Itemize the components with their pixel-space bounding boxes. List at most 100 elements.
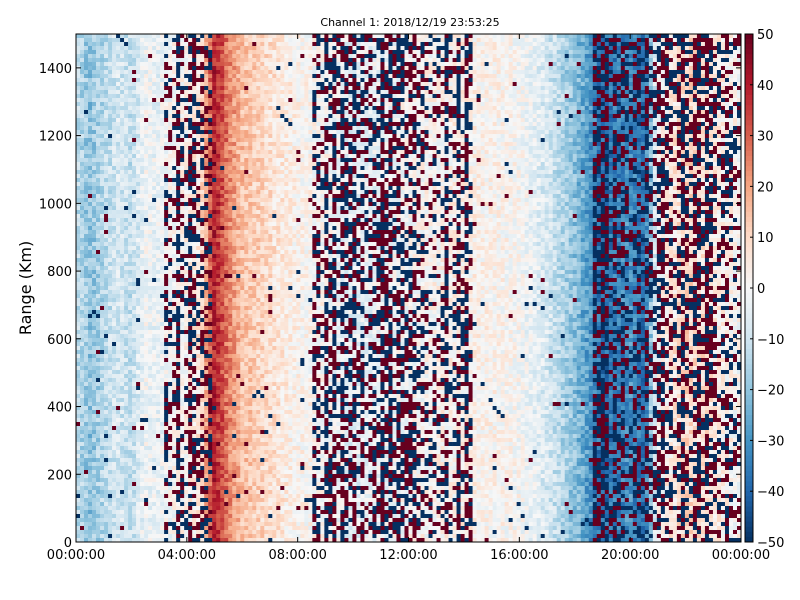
heatmap-cell <box>228 158 233 163</box>
heatmap-cell <box>220 194 225 199</box>
heatmap-cell <box>220 70 225 75</box>
heatmap-cell <box>112 438 117 443</box>
heatmap-cell <box>212 350 217 355</box>
heatmap-cell <box>84 222 89 227</box>
heatmap-cell <box>108 86 113 91</box>
heatmap-cell <box>176 506 181 511</box>
heatmap-cell <box>160 246 165 251</box>
heatmap-cell <box>152 478 157 483</box>
heatmap-cell <box>180 422 185 427</box>
heatmap-cell <box>108 94 113 99</box>
heatmap-cell <box>96 442 101 447</box>
heatmap-cell <box>168 322 173 327</box>
heatmap-cell <box>188 322 193 327</box>
heatmap-cell <box>188 354 193 359</box>
heatmap-cell <box>164 66 169 71</box>
heatmap-cell <box>180 214 185 219</box>
heatmap-cell <box>140 362 145 367</box>
heatmap-cell <box>108 202 113 207</box>
heatmap-cell <box>76 210 81 215</box>
heatmap-cell <box>84 102 89 107</box>
heatmap-cell <box>132 166 137 171</box>
heatmap-cell <box>96 166 101 171</box>
heatmap-cell <box>96 178 101 183</box>
heatmap-cell <box>128 110 133 115</box>
heatmap-cell <box>216 374 221 379</box>
heatmap-cell <box>172 302 177 307</box>
heatmap-cell <box>188 130 193 135</box>
heatmap-cell <box>128 446 133 451</box>
heatmap-cell <box>124 38 129 43</box>
heatmap-cell <box>136 174 141 179</box>
heatmap-cell <box>120 46 125 51</box>
heatmap-cell <box>184 326 189 331</box>
heatmap-cell <box>156 466 161 471</box>
heatmap-cell <box>156 518 161 523</box>
heatmap-cell <box>140 430 145 435</box>
heatmap-cell <box>216 54 221 59</box>
heatmap-cell <box>192 66 197 71</box>
heatmap-cell <box>204 298 209 303</box>
heatmap-cell <box>212 454 217 459</box>
heatmap-cell <box>204 346 209 351</box>
heatmap-cell <box>212 146 217 151</box>
heatmap-cell <box>156 250 161 255</box>
heatmap-cell <box>88 458 93 463</box>
heatmap-cell <box>76 330 81 335</box>
heatmap-cell <box>96 402 101 407</box>
heatmap-cell <box>148 334 153 339</box>
heatmap-cell <box>168 130 173 135</box>
heatmap-cell <box>108 518 113 523</box>
heatmap-cell <box>156 38 161 43</box>
heatmap-cell <box>156 222 161 227</box>
heatmap-cell <box>156 474 161 479</box>
heatmap-cell <box>128 326 133 331</box>
heatmap-cell <box>192 154 197 159</box>
heatmap-cell <box>112 138 117 143</box>
heatmap-cell <box>76 58 81 63</box>
heatmap-cell <box>216 470 221 475</box>
heatmap-cell <box>208 358 213 363</box>
heatmap-cell <box>212 162 217 167</box>
heatmap-cell <box>176 526 181 531</box>
heatmap-cell <box>136 394 141 399</box>
heatmap-cell <box>188 66 193 71</box>
heatmap-cell <box>120 94 125 99</box>
heatmap-cell <box>216 290 221 295</box>
heatmap-cell <box>84 310 89 315</box>
heatmap-cell <box>136 314 141 319</box>
heatmap-cell <box>160 94 165 99</box>
heatmap-cell <box>76 202 81 207</box>
heatmap-cell <box>184 126 189 131</box>
heatmap-cell <box>168 122 173 127</box>
heatmap-cell <box>200 38 205 43</box>
heatmap-cell <box>84 470 89 475</box>
heatmap-cell <box>92 134 97 139</box>
heatmap-cell <box>164 46 169 51</box>
heatmap-cell <box>192 442 197 447</box>
heatmap-cell <box>172 130 177 135</box>
heatmap-cell <box>80 90 85 95</box>
heatmap-cell <box>104 130 109 135</box>
heatmap-cell <box>172 530 177 535</box>
heatmap-cell <box>188 306 193 311</box>
heatmap-cell <box>116 398 121 403</box>
heatmap-cell <box>196 410 201 415</box>
heatmap-cell <box>92 538 97 543</box>
heatmap-cell <box>92 334 97 339</box>
heatmap-cell <box>176 374 181 379</box>
heatmap-cell <box>184 454 189 459</box>
heatmap-cell <box>168 86 173 91</box>
heatmap-cell <box>84 406 89 411</box>
heatmap-cell <box>144 234 149 239</box>
heatmap-cell <box>100 110 105 115</box>
heatmap-cell <box>208 518 213 523</box>
heatmap-cell <box>148 398 153 403</box>
heatmap-cell <box>108 482 113 487</box>
heatmap-cell <box>192 350 197 355</box>
heatmap-cell <box>88 130 93 135</box>
heatmap-cell <box>140 286 145 291</box>
heatmap-cell <box>164 418 169 423</box>
heatmap-cell <box>172 494 177 499</box>
heatmap-cell <box>156 358 161 363</box>
